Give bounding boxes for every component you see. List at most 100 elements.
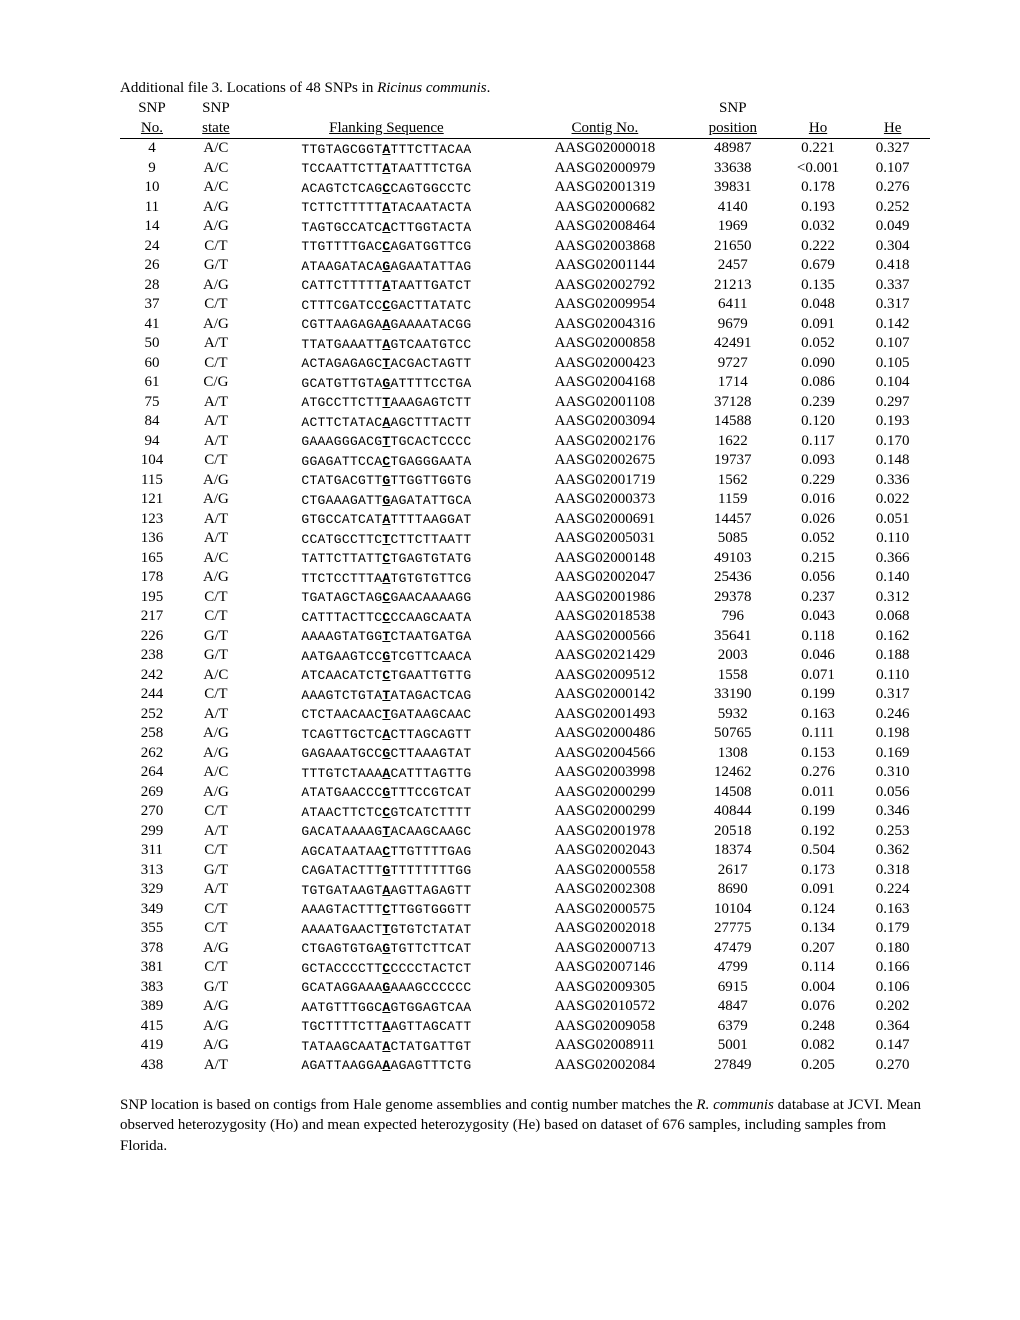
- cell-he: 0.140: [855, 568, 930, 588]
- cell-contig: AASG02005031: [525, 529, 685, 549]
- cell-he: 0.364: [855, 1017, 930, 1037]
- cell-seq: ATCAACATCTCTGAATTGTTG: [248, 666, 525, 686]
- cell-ho: 0.199: [781, 685, 856, 705]
- cell-pos: 10104: [685, 900, 781, 920]
- cell-no: 10: [120, 178, 184, 198]
- cell-ho: 0.178: [781, 178, 856, 198]
- cell-contig: AASG02000486: [525, 724, 685, 744]
- cell-state: C/T: [184, 958, 248, 978]
- cell-state: A/C: [184, 139, 248, 159]
- cell-pos: 1562: [685, 471, 781, 491]
- cell-state: A/T: [184, 412, 248, 432]
- cell-he: 0.198: [855, 724, 930, 744]
- cell-he: 0.276: [855, 178, 930, 198]
- cell-contig: AASG02009512: [525, 666, 685, 686]
- cell-ho: 0.163: [781, 705, 856, 725]
- cell-pos: 9727: [685, 354, 781, 374]
- cell-he: 0.346: [855, 802, 930, 822]
- cell-contig: AASG02000299: [525, 802, 685, 822]
- cell-state: A/C: [184, 666, 248, 686]
- cell-state: C/T: [184, 588, 248, 608]
- table-row: 14A/GTAGTGCCATCACTTGGTACTAAASG0200846419…: [120, 217, 930, 237]
- cell-state: G/T: [184, 646, 248, 666]
- footnote-species: R. communis: [696, 1097, 774, 1113]
- cell-ho: 0.048: [781, 295, 856, 315]
- table-row: 50A/TTTATGAAATTAGTCAATGTCCAASG0200085842…: [120, 334, 930, 354]
- cell-pos: 49103: [685, 549, 781, 569]
- snp-table: SNP SNP SNP No. state Flanking Sequence …: [120, 99, 930, 1075]
- cell-seq: GACATAAAAGTACAAGCAAGC: [248, 822, 525, 842]
- header-no: No.: [120, 119, 184, 139]
- table-row: 217C/TCATTTACTTCCCCAAGCAATAAASG020185387…: [120, 607, 930, 627]
- table-row: 269A/GATATGAACCCGTTTCCGTCATAASG020002991…: [120, 783, 930, 803]
- header-ho: Ho: [781, 119, 856, 139]
- table-row: 4A/CTTGTAGCGGTATTTCTTACAAAASG02000018489…: [120, 139, 930, 159]
- cell-pos: 40844: [685, 802, 781, 822]
- cell-ho: 0.135: [781, 276, 856, 296]
- cell-contig: AASG02004316: [525, 315, 685, 335]
- table-row: 28A/GCATTCTTTTTATAATTGATCTAASG0200279221…: [120, 276, 930, 296]
- table-row: 75A/TATGCCTTCTTTAAAGAGTCTTAASG0200110837…: [120, 393, 930, 413]
- cell-seq: GCATAGGAAAGAAAGCCCCCC: [248, 978, 525, 998]
- cell-pos: 50765: [685, 724, 781, 744]
- cell-seq: TGATAGCTAGCGAACAAAAGG: [248, 588, 525, 608]
- cell-state: A/T: [184, 705, 248, 725]
- table-row: 115A/GCTATGACGTTGTTGGTTGGTGAASG020017191…: [120, 471, 930, 491]
- cell-pos: 42491: [685, 334, 781, 354]
- cell-ho: 0.004: [781, 978, 856, 998]
- cell-state: A/G: [184, 1036, 248, 1056]
- cell-ho: 0.114: [781, 958, 856, 978]
- table-row: 264A/CTTTGTCTAAAACATTTAGTTGAASG020039981…: [120, 763, 930, 783]
- cell-state: A/G: [184, 997, 248, 1017]
- cell-no: 270: [120, 802, 184, 822]
- cell-no: 313: [120, 861, 184, 881]
- cell-contig: AASG02000575: [525, 900, 685, 920]
- cell-he: 0.170: [855, 432, 930, 452]
- cell-state: A/T: [184, 880, 248, 900]
- table-row: 41A/GCGTTAAGAGAAGAAAATACGGAASG0200431696…: [120, 315, 930, 335]
- table-row: 178A/GTTCTCCTTTAATGTGTGTTCGAASG020020472…: [120, 568, 930, 588]
- cell-no: 217: [120, 607, 184, 627]
- cell-no: 383: [120, 978, 184, 998]
- cell-he: 0.105: [855, 354, 930, 374]
- cell-state: G/T: [184, 978, 248, 998]
- cell-seq: GCATGTTGTAGATTTTCCTGA: [248, 373, 525, 393]
- cell-state: A/G: [184, 939, 248, 959]
- cell-seq: AGCATAATAACTTGTTTTGAG: [248, 841, 525, 861]
- cell-ho: 0.134: [781, 919, 856, 939]
- cell-no: 311: [120, 841, 184, 861]
- cell-he: 0.107: [855, 159, 930, 179]
- cell-contig: AASG02000566: [525, 627, 685, 647]
- cell-seq: CAGATACTTTGTTTTTTTTGG: [248, 861, 525, 881]
- cell-seq: GAAAGGGACGTTGCACTCCCC: [248, 432, 525, 452]
- cell-state: A/G: [184, 217, 248, 237]
- cell-he: 0.418: [855, 256, 930, 276]
- cell-pos: 29378: [685, 588, 781, 608]
- table-row: 195C/TTGATAGCTAGCGAACAAAAGGAASG020019862…: [120, 588, 930, 608]
- cell-ho: 0.093: [781, 451, 856, 471]
- cell-state: C/T: [184, 237, 248, 257]
- cell-contig: AASG02000142: [525, 685, 685, 705]
- cell-seq: CTATGACGTTGTTGGTTGGTG: [248, 471, 525, 491]
- cell-state: C/G: [184, 373, 248, 393]
- cell-ho: 0.056: [781, 568, 856, 588]
- cell-he: 0.163: [855, 900, 930, 920]
- cell-state: A/T: [184, 822, 248, 842]
- cell-contig: AASG02002047: [525, 568, 685, 588]
- title-species: Ricinus communis: [377, 80, 487, 96]
- cell-ho: 0.026: [781, 510, 856, 530]
- cell-ho: 0.248: [781, 1017, 856, 1037]
- cell-no: 438: [120, 1056, 184, 1076]
- table-row: 238G/TAATGAAGTCCGTCGTTCAACAAASG020214292…: [120, 646, 930, 666]
- cell-ho: 0.076: [781, 997, 856, 1017]
- cell-no: 94: [120, 432, 184, 452]
- cell-contig: AASG02001986: [525, 588, 685, 608]
- table-row: 438A/TAGATTAAGGAAAGAGTTTCTGAASG020020842…: [120, 1056, 930, 1076]
- cell-no: 238: [120, 646, 184, 666]
- cell-seq: CCATGCCTTCTCTTCTTAATT: [248, 529, 525, 549]
- footnote: SNP location is based on contigs from Ha…: [120, 1095, 930, 1156]
- cell-contig: AASG02008464: [525, 217, 685, 237]
- table-row: 104C/TGGAGATTCCACTGAGGGAATAAASG020026751…: [120, 451, 930, 471]
- cell-no: 258: [120, 724, 184, 744]
- cell-pos: 2617: [685, 861, 781, 881]
